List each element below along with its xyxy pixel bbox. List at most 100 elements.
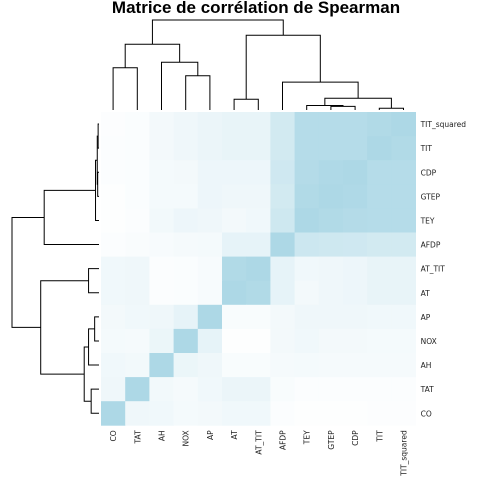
heatmap-cell: [246, 377, 271, 402]
heatmap-cell: [270, 304, 295, 330]
heatmap-cell: [173, 112, 199, 137]
column-label: AP: [206, 430, 215, 440]
heatmap-cell: [197, 280, 223, 306]
dendrogram-branch: [378, 107, 404, 110]
heatmap-cell: [101, 208, 126, 233]
dendrogram-branch: [11, 216, 45, 328]
heatmap-cell: [391, 353, 416, 378]
row-label: AP: [421, 313, 431, 322]
column-label: AT: [230, 430, 239, 440]
heatmap-cell: [318, 112, 344, 137]
heatmap-cell: [246, 160, 271, 185]
heatmap-cell: [318, 377, 344, 402]
heatmap-cell: [367, 256, 392, 282]
heatmap-cell: [197, 401, 223, 426]
heatmap-cell: [125, 353, 150, 378]
dendrogram-branch: [83, 346, 92, 402]
heatmap-cell: [149, 401, 174, 426]
row-label: CO: [421, 409, 432, 418]
heatmap-cell: [149, 280, 174, 306]
heatmap-cell: [125, 304, 150, 330]
heatmap-cell: [125, 377, 150, 402]
heatmap-cell: [197, 377, 223, 402]
heatmap-cell: [197, 353, 223, 378]
heatmap-cell: [270, 328, 295, 354]
row-label: CDP: [421, 168, 437, 177]
heatmap-cell: [343, 208, 368, 233]
heatmap-cell: [149, 328, 174, 354]
heatmap-cell: [197, 232, 223, 257]
heatmap-cell: [149, 160, 174, 185]
heatmap-cell: [270, 401, 295, 426]
heatmap-cell: [149, 184, 174, 209]
heatmap-cell: [101, 401, 126, 426]
heatmap-cell: [270, 160, 295, 185]
column-label: AT_TIT: [254, 430, 263, 455]
heatmap-cell: [294, 232, 320, 257]
heatmap-cell: [125, 136, 150, 161]
heatmap-cell: [101, 377, 126, 402]
heatmap-cell: [173, 304, 199, 330]
heatmap-cell: [173, 353, 199, 378]
heatmap-cell: [149, 208, 174, 233]
heatmap-cell: [101, 112, 126, 137]
dendrogram-branch: [245, 34, 321, 100]
heatmap-cell: [318, 304, 344, 330]
heatmap-cell: [149, 112, 174, 137]
heatmap-cell: [125, 232, 150, 257]
heatmap-cell: [270, 377, 295, 402]
heatmap-cell: [125, 328, 150, 354]
heatmap-cell: [367, 353, 392, 378]
heatmap-cell: [343, 377, 368, 402]
heatmap-cell: [391, 256, 416, 282]
heatmap-cell: [125, 160, 150, 185]
column-label: NOX: [182, 430, 191, 446]
heatmap-cell: [246, 353, 271, 378]
heatmap-cell: [173, 232, 199, 257]
heatmap-cell: [343, 256, 368, 282]
row-label: TIT_squared: [420, 120, 467, 129]
heatmap-cell: [246, 184, 271, 209]
heatmap-cell: [391, 304, 416, 330]
heatmap-cell: [222, 136, 247, 161]
heatmap-cell: [367, 328, 392, 354]
row-label: TIT: [420, 144, 433, 153]
heatmap-cell: [367, 232, 392, 257]
heatmap-cell: [173, 136, 199, 161]
heatmap-cell: [391, 401, 416, 426]
row-label: TAT: [420, 385, 435, 394]
heatmap-cell: [125, 401, 150, 426]
heatmap-cell: [270, 280, 295, 306]
heatmap-cell: [367, 160, 392, 185]
heatmap-cell: [222, 112, 247, 137]
heatmap-cell: [318, 256, 344, 282]
heatmap-cell: [222, 328, 247, 354]
dendrogram-branch: [185, 75, 211, 110]
row-label: GTEP: [421, 192, 441, 201]
heatmap-cell: [318, 353, 344, 378]
heatmap-cell: [367, 401, 392, 426]
heatmap-cell: [149, 232, 174, 257]
heatmap-cell: [294, 136, 320, 161]
heatmap-cell: [391, 328, 416, 354]
heatmap-cell: [197, 160, 223, 185]
heatmap-cell: [270, 232, 295, 257]
heatmap-cell: [246, 232, 271, 257]
heatmap-cell: [343, 184, 368, 209]
heatmap-cell: [246, 112, 271, 137]
heatmap-cell: [318, 280, 344, 306]
heatmap-cell: [343, 160, 368, 185]
heatmap-cell: [343, 328, 368, 354]
heatmap-cell: [270, 353, 295, 378]
heatmap-cell: [294, 304, 320, 330]
heatmap-cell: [391, 280, 416, 306]
heatmap-cell: [294, 401, 320, 426]
heatmap-cell: [197, 256, 223, 282]
heatmap-cell: [101, 256, 126, 282]
heatmap-cell: [173, 184, 199, 209]
heatmap-cell: [149, 256, 174, 282]
dendrogram-branch: [97, 171, 99, 197]
heatmap-cell: [101, 184, 126, 209]
heatmap-cell: [222, 160, 247, 185]
heatmap-cell: [197, 304, 223, 330]
